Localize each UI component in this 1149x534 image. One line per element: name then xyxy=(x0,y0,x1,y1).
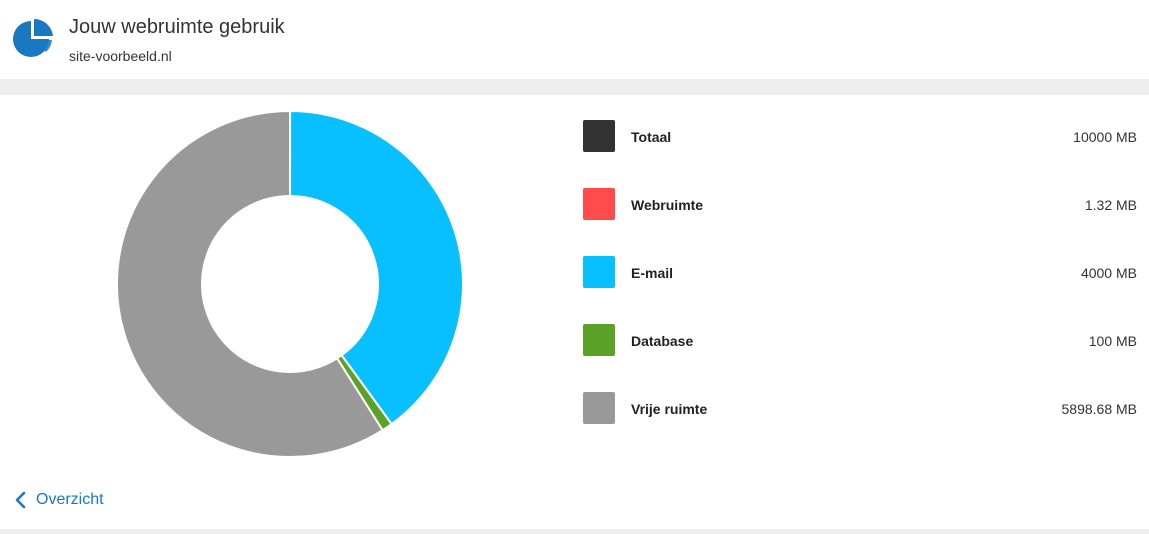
pie-chart-icon xyxy=(13,18,53,57)
legend-value: 10000 MB xyxy=(1073,129,1137,145)
legend-swatch xyxy=(583,256,615,288)
legend-label: Webruimte xyxy=(631,197,704,213)
page-subtitle: site-voorbeeld.nl xyxy=(69,48,172,64)
page-header: Jouw webruimte gebruik site-voorbeeld.nl xyxy=(0,0,1149,79)
legend-swatch xyxy=(583,324,615,356)
chevron-left-icon xyxy=(15,491,26,509)
page-title: Jouw webruimte gebruik xyxy=(69,16,285,38)
legend-swatch xyxy=(583,188,615,220)
donut-slice-e-mail xyxy=(289,111,463,426)
legend-value: 5898.68 MB xyxy=(1061,401,1138,417)
usage-donut-chart xyxy=(117,111,463,457)
legend-label: Vrije ruimte xyxy=(631,401,708,417)
legend-label: Totaal xyxy=(631,129,672,145)
legend-item-vrije-ruimte: Vrije ruimte 5898.68 MB xyxy=(583,392,1137,460)
legend-swatch xyxy=(583,392,615,424)
legend-item-email: E-mail 4000 MB xyxy=(583,256,1137,324)
divider-band xyxy=(0,79,1149,95)
footer-band xyxy=(0,529,1149,534)
legend-item-database: Database 100 MB xyxy=(583,324,1137,392)
usage-legend: Totaal 10000 MB Webruimte 1.32 MB E-mail… xyxy=(583,120,1137,460)
legend-item-totaal: Totaal 10000 MB xyxy=(583,120,1137,188)
legend-label: E-mail xyxy=(631,265,674,281)
legend-value: 100 MB xyxy=(1088,333,1137,349)
back-link-label: Overzicht xyxy=(36,491,104,508)
legend-value: 1.32 MB xyxy=(1084,197,1137,213)
legend-item-webruimte: Webruimte 1.32 MB xyxy=(583,188,1137,256)
legend-swatch xyxy=(583,120,615,152)
back-to-overview-link[interactable]: Overzicht xyxy=(14,491,104,509)
legend-label: Database xyxy=(631,333,694,349)
legend-value: 4000 MB xyxy=(1080,265,1137,281)
donut-slice-vrije-ruimte xyxy=(117,111,384,457)
